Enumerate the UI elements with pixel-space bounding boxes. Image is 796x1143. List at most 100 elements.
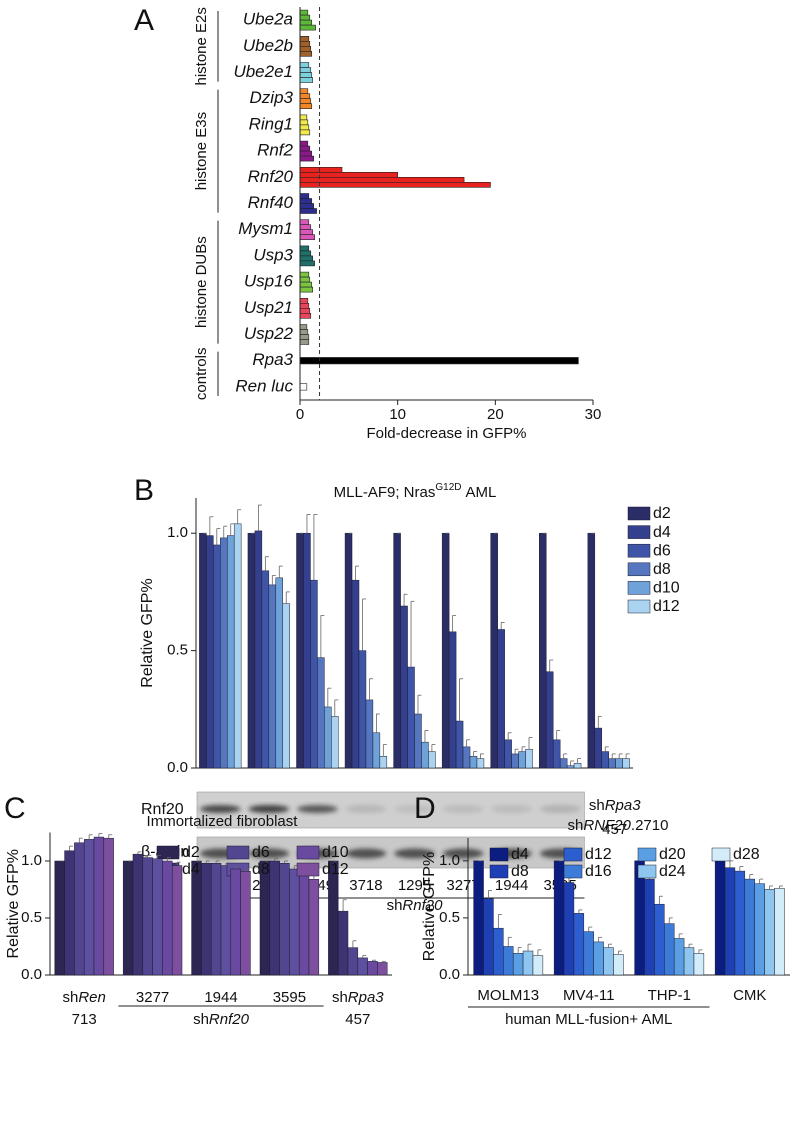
bar [282, 603, 290, 769]
category-label: 713 [72, 1011, 97, 1028]
error-bar [563, 753, 568, 759]
bar [601, 751, 609, 769]
bar [462, 746, 471, 769]
category-label: Usp21 [244, 298, 293, 317]
bar [299, 307, 311, 314]
bar [299, 198, 313, 204]
bar [299, 129, 311, 136]
error-bar [528, 737, 533, 750]
bar [83, 839, 95, 976]
category-label: Rnf40 [248, 193, 294, 212]
y-axis-title: Relative GFP% [139, 578, 156, 687]
legend-label: d4 [511, 846, 529, 863]
chart-title-part: MLL-AF9; Nras [334, 484, 436, 501]
bar [317, 657, 325, 769]
category-label: 1944 [495, 877, 528, 894]
legend-label: d10 [322, 844, 349, 861]
bar [220, 537, 228, 769]
error-bar [98, 833, 103, 838]
error-bar [588, 926, 593, 932]
error-bar [403, 593, 408, 606]
bar [525, 748, 533, 769]
bar [299, 14, 311, 21]
error-bar [375, 713, 380, 733]
error-bar [507, 936, 512, 947]
legend-label: d2 [653, 505, 671, 522]
bar [428, 751, 436, 769]
bar [552, 739, 561, 769]
bar [230, 868, 241, 976]
error-bar [108, 834, 113, 839]
legend-label: d8 [252, 861, 270, 878]
legend-swatch [637, 864, 657, 879]
error-bar [285, 591, 290, 604]
bar [142, 857, 153, 976]
bar [299, 67, 312, 73]
blot-band [394, 805, 435, 813]
category-label: Usp3 [253, 245, 293, 264]
group-label: shRnf20 [193, 1011, 250, 1028]
error-bar [166, 857, 171, 861]
bar [132, 853, 144, 976]
bar [299, 103, 313, 109]
error-bar [424, 730, 429, 743]
bar [275, 577, 284, 769]
group-label-part: Ren [78, 989, 106, 1006]
legend-label: d12 [585, 846, 612, 863]
error-bar [521, 746, 526, 752]
bar [54, 860, 65, 976]
legend-swatch [637, 847, 657, 862]
category-label: 457 [345, 1011, 370, 1028]
error-bar [618, 753, 623, 759]
bar [518, 751, 526, 769]
category-label: MV4-11 [563, 987, 614, 1004]
group-label: controls [193, 348, 210, 401]
bar [299, 208, 317, 214]
blot-band [345, 848, 387, 859]
bar [512, 953, 524, 976]
bar [299, 271, 310, 278]
bar [622, 758, 630, 769]
bar [299, 234, 315, 240]
bar [299, 297, 309, 304]
y-tick-label: 0.5 [21, 909, 42, 926]
error-bar [369, 678, 373, 700]
legend-label: d6 [653, 542, 671, 559]
bar [247, 532, 256, 769]
bar [414, 713, 422, 769]
bar [152, 858, 163, 976]
category-label: Rnf2 [257, 141, 293, 160]
category-label: Usp16 [244, 272, 294, 291]
group-label-part: human MLL-fusion+ AML [505, 1011, 672, 1028]
error-bar [577, 758, 582, 764]
bar [483, 898, 494, 976]
bar [673, 938, 685, 976]
bar [299, 255, 313, 262]
category-label: 3595 [273, 989, 306, 1006]
error-bar [618, 950, 622, 955]
bar [299, 250, 312, 257]
error-bar [284, 860, 288, 864]
error-bar [355, 565, 360, 581]
group-label-part: sh [589, 797, 605, 814]
bar [299, 219, 310, 225]
bar [299, 172, 398, 178]
bar [593, 941, 604, 976]
bar [615, 758, 623, 769]
bar [299, 77, 313, 83]
blot-band [394, 848, 435, 859]
bar [299, 93, 311, 99]
x-tick-label: 10 [389, 406, 406, 423]
bar [511, 753, 519, 769]
error-bar [372, 959, 377, 962]
group-label: shRpa3 [589, 797, 641, 814]
category-label: 1944 [204, 989, 237, 1006]
error-bar [176, 861, 181, 866]
error-bar [278, 565, 283, 578]
bar [473, 860, 484, 976]
error-bar [230, 523, 235, 536]
panel-letter: C [4, 792, 26, 825]
bar [261, 570, 270, 769]
error-bar [137, 851, 142, 855]
